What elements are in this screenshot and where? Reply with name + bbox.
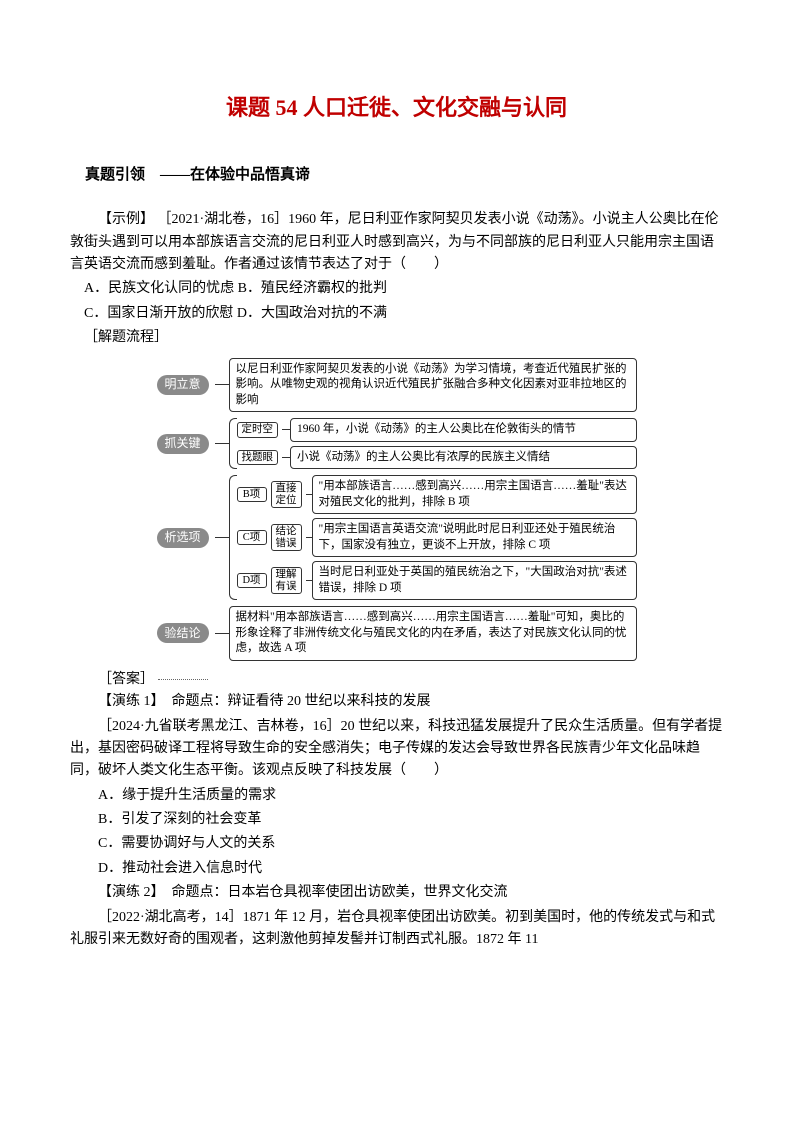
- badge-mingliyi: 明立意: [157, 375, 209, 395]
- ex1-opt-d: D．推动社会进入信息时代: [70, 858, 723, 880]
- tag-zhaotiyan: 找题眼: [237, 450, 279, 466]
- tag-b-sub: 直接 定位: [271, 481, 302, 508]
- page-title: 课题 54 人口迁徙、文化交融与认同: [70, 90, 723, 125]
- ex1-source: ［2024·九省联考黑龙江、吉林卷，16］20 世纪以来，科技迅猛发展提升了民众…: [70, 716, 723, 783]
- ex1-opt-c: C．需要协调好与人文的关系: [70, 833, 723, 855]
- example-source: ［2021·湖北卷，16］1960 年，尼日利亚作家阿契贝发表小说《动荡》。小说…: [70, 212, 719, 272]
- box-yanjielun: 据材料"用本部族语言……感到高兴……用宗主国语言……羞耻"可知，奥比的形象诠释了…: [229, 606, 637, 661]
- ex1-opt-b: B．引发了深刻的社会变革: [70, 809, 723, 831]
- box-c: "用宗主国语言英语交流"说明此时尼日利亚还处于殖民统治下，国家没有独立，更谈不上…: [312, 518, 637, 557]
- tag-c-sub: 结论 错误: [271, 524, 302, 551]
- badge-xixuanxiang: 析选项: [157, 528, 209, 548]
- answer-line: ［答案］: [70, 669, 723, 691]
- badge-zhuaguanjian: 抓关键: [157, 434, 209, 454]
- ex2-source: ［2022·湖北高考，14］1871 年 12 月，岩仓具视率使团出访欧美。初到…: [70, 907, 723, 952]
- box-dingshikong: 1960 年，小说《动荡》的主人公奥比在伦敦街头的情节: [290, 418, 636, 442]
- box-mingliyi: 以尼日利亚作家阿契贝发表的小说《动荡》为学习情境，考查近代殖民扩张的影响。从唯物…: [229, 358, 637, 413]
- ex1-header: 【演练 1】 命题点：辩证看待 20 世纪以来科技的发展: [70, 691, 723, 713]
- tag-d: D项: [237, 573, 267, 589]
- tag-dingshikong: 定时空: [237, 422, 279, 438]
- option-line-ab: A．民族文化认同的忧虑 B．殖民经济霸权的批判: [70, 278, 723, 300]
- tag-d-sub: 理解 有误: [271, 567, 302, 594]
- answer-blank: [158, 679, 208, 680]
- answer-label: ［答案］: [98, 672, 154, 687]
- solution-diagram: 明立意 以尼日利亚作家阿契贝发表的小说《动荡》为学习情境，考查近代殖民扩张的影响…: [70, 358, 723, 667]
- diagram-row-yanjielun: 验结论 据材料"用本部族语言……感到高兴……用宗主国语言……羞耻"可知，奥比的形…: [157, 606, 637, 661]
- example-paragraph: 【示例】 ［2021·湖北卷，16］1960 年，尼日利亚作家阿契贝发表小说《动…: [70, 209, 723, 276]
- flow-label: ［解题流程］: [70, 327, 723, 349]
- example-label: 【示例】: [98, 212, 154, 227]
- diagram-row-zhuaguanjian: 抓关键 定时空 1960 年，小说《动荡》的主人公奥比在伦敦街头的情节 找题眼 …: [157, 418, 637, 469]
- section-header: 真题引领 ——在体验中品悟真谛: [70, 163, 723, 187]
- box-d: 当时尼日利亚处于英国的殖民统治之下，"大国政治对抗"表述错误，排除 D 项: [312, 561, 637, 600]
- tag-c: C项: [237, 530, 267, 546]
- diagram-row-mingliyi: 明立意 以尼日利亚作家阿契贝发表的小说《动荡》为学习情境，考查近代殖民扩张的影响…: [157, 358, 637, 413]
- diagram-row-xixuanxiang: 析选项 B项 直接 定位 "用本部族语言……感到高兴……用宗主国语言……羞耻"表…: [157, 475, 637, 600]
- box-b: "用本部族语言……感到高兴……用宗主国语言……羞耻"表达对殖民文化的批判，排除 …: [312, 475, 637, 514]
- ex1-opt-a: A．缘于提升生活质量的需求: [70, 785, 723, 807]
- tag-b: B项: [237, 487, 267, 503]
- box-zhaotiyan: 小说《动荡》的主人公奥比有浓厚的民族主义情结: [290, 446, 636, 470]
- ex2-header: 【演练 2】 命题点：日本岩仓具视率使团出访欧美，世界文化交流: [70, 882, 723, 904]
- badge-yanjielun: 验结论: [157, 623, 209, 643]
- option-line-cd: C．国家日渐开放的欣慰 D．大国政治对抗的不满: [70, 303, 723, 325]
